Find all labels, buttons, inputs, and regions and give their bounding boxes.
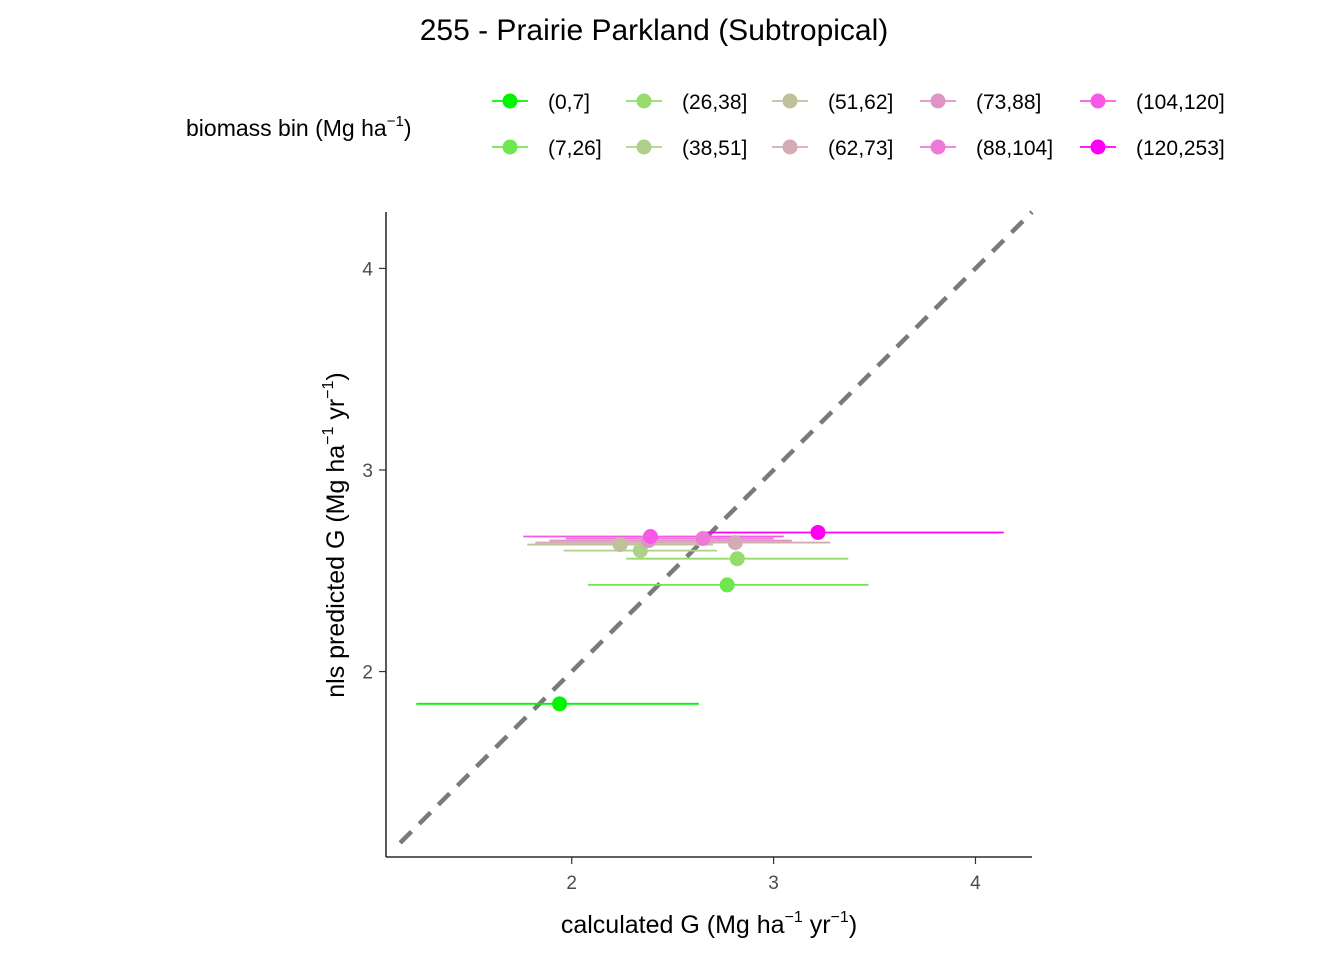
x-axis-ticks: 2 3 4	[566, 857, 981, 894]
legend-item: (38,51]	[626, 137, 747, 160]
legend-key-point	[502, 139, 518, 155]
reference-line-layer	[398, 210, 1034, 845]
legend-key-point	[782, 93, 798, 109]
x-tick-label: 4	[970, 873, 981, 894]
legend-key-point	[930, 139, 946, 155]
legend-key-point	[1090, 93, 1106, 109]
legend-label: (38,51]	[682, 137, 747, 160]
one-to-one-line	[398, 210, 1034, 845]
legend-item: (120,253]	[1080, 137, 1225, 160]
y-axis-ticks: 2 3 4	[362, 259, 386, 684]
y-tick-label: 2	[362, 663, 373, 684]
data-point	[727, 535, 743, 551]
errorbar-layer	[416, 531, 1004, 705]
y-tick-label: 4	[362, 259, 373, 280]
data-point	[552, 696, 568, 712]
legend-key-point	[636, 139, 652, 155]
legend-label: (88,104]	[976, 137, 1053, 160]
point-layer	[552, 524, 826, 712]
legend-label: (104,120]	[1136, 91, 1225, 114]
data-point	[642, 529, 658, 545]
legend-item: (104,120]	[1080, 91, 1225, 114]
data-point	[810, 524, 826, 540]
legend-item: (88,104]	[920, 137, 1053, 160]
legend-item: (73,88]	[920, 91, 1041, 114]
legend-label: (62,73]	[828, 137, 893, 160]
data-point	[719, 577, 735, 593]
y-axis-label: nls predicted G (Mg ha−1 yr−1)	[320, 372, 350, 698]
legend-label: (73,88]	[976, 91, 1041, 114]
data-point	[612, 537, 628, 553]
legend-key-point	[930, 93, 946, 109]
data-point	[632, 543, 648, 559]
legend: (0,7] (7,26] (26,38] (38,51] (51,62] (62,73] (…	[492, 91, 1225, 160]
legend-key-point	[1090, 139, 1106, 155]
chart-title: 255 - Prairie Parkland (Subtropical)	[420, 14, 889, 47]
x-axis-label: calculated G (Mg ha−1 yr−1)	[561, 909, 857, 939]
legend-label: (120,253]	[1136, 137, 1225, 160]
legend-item: (62,73]	[772, 137, 893, 160]
legend-key-point	[782, 139, 798, 155]
legend-key-point	[502, 93, 518, 109]
legend-item: (7,26]	[492, 137, 602, 160]
legend-title: biomass bin (Mg ha−1)	[186, 113, 411, 141]
legend-item: (0,7]	[492, 91, 590, 114]
legend-label: (0,7]	[548, 91, 590, 114]
legend-label: (26,38]	[682, 91, 747, 114]
x-tick-label: 2	[566, 873, 577, 894]
legend-item: (26,38]	[626, 91, 747, 114]
legend-label: (7,26]	[548, 137, 602, 160]
y-tick-label: 3	[362, 461, 373, 482]
data-point	[729, 551, 745, 567]
data-point	[695, 531, 711, 547]
legend-label: (51,62]	[828, 91, 893, 114]
x-tick-label: 3	[768, 873, 779, 894]
legend-item: (51,62]	[772, 91, 893, 114]
legend-key-point	[636, 93, 652, 109]
